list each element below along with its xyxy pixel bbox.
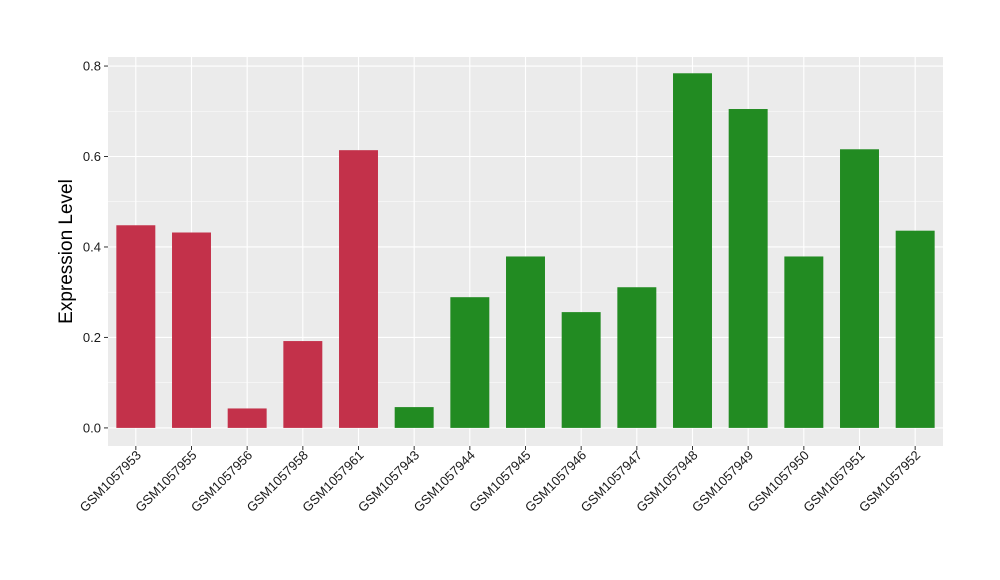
bar-GSM1057952 (895, 230, 935, 428)
bar-GSM1057951 (840, 149, 879, 428)
bar-GSM1057961 (339, 150, 378, 428)
bar-GSM1057949 (728, 109, 768, 428)
y-axis: 0.0 0.2 0.4 0.6 0.8 (83, 59, 108, 435)
y-tick-label: 0.8 (83, 59, 101, 74)
y-tick-label: 0.2 (83, 330, 101, 345)
bar-GSM1057958 (283, 341, 323, 428)
y-axis-title: Expression Level (56, 179, 77, 324)
bar-GSM1057953 (116, 225, 156, 428)
bar-GSM1057956 (227, 408, 267, 428)
y-tick-label: 0.6 (83, 149, 101, 164)
bars (116, 73, 935, 428)
x-axis: GSM1057953GSM1057955GSM1057956GSM1057958… (77, 446, 923, 515)
bar-GSM1057955 (172, 232, 211, 428)
bar-GSM1057950 (784, 256, 824, 428)
bar-GSM1057943 (394, 407, 434, 428)
y-tick-label: 0.0 (83, 420, 101, 435)
bar-GSM1057944 (450, 297, 490, 428)
bar-GSM1057948 (673, 73, 712, 428)
bar-GSM1057946 (561, 312, 601, 428)
bar-GSM1057947 (617, 287, 657, 428)
y-tick-label: 0.4 (83, 239, 101, 254)
bar-GSM1057945 (506, 256, 545, 428)
